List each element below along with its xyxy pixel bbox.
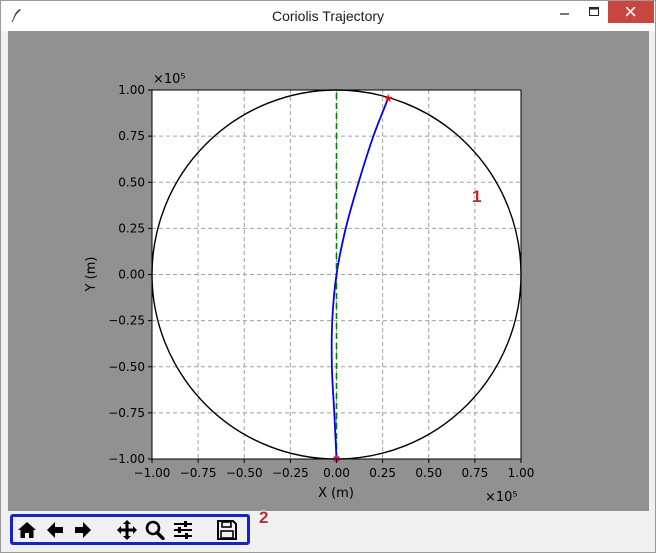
x-tick-label: −0.25 (272, 466, 309, 480)
magnifier-icon (145, 520, 165, 540)
close-button[interactable] (608, 1, 654, 23)
x-tick-label: 0.00 (323, 466, 350, 480)
y-tick-label: −0.50 (108, 360, 145, 374)
y-axis-ticks: −1.00 −0.75 −0.50 −0.25 0.00 0.25 0.50 0.75 1.00 (108, 83, 152, 466)
back-button[interactable] (42, 519, 68, 541)
y-tick-label: 1.00 (118, 83, 145, 97)
toolbar-area: 2 (8, 508, 649, 549)
arrow-right-icon (75, 522, 91, 538)
trajectory-chart[interactable]: −1.00 −0.75 −0.50 −0.25 0.00 0.25 0.50 0.75 1.00… (8, 31, 649, 511)
move-icon (117, 520, 137, 540)
save-button[interactable] (214, 519, 240, 541)
y-offset-text: ×10⁵ (153, 72, 186, 87)
y-tick-label: −1.00 (108, 452, 145, 466)
maximize-button[interactable] (579, 1, 609, 23)
zoom-button[interactable] (142, 519, 168, 541)
y-tick-label: 0.75 (118, 129, 145, 143)
y-tick-label: −0.75 (108, 406, 145, 420)
end-point (383, 93, 393, 102)
y-tick-label: 0.00 (118, 268, 145, 282)
navigation-toolbar (10, 514, 250, 545)
home-icon (18, 522, 36, 538)
configure-subplots-button[interactable] (170, 519, 196, 541)
x-tick-label: −0.50 (226, 466, 263, 480)
title-bar: Coriolis Trajectory (1, 1, 655, 31)
y-axis-label: Y (m) (84, 257, 99, 293)
sliders-icon (174, 521, 192, 539)
figure-canvas[interactable]: −1.00 −0.75 −0.50 −0.25 0.00 0.25 0.50 0.75 1.00… (8, 31, 649, 511)
floppy-disk-icon (217, 520, 237, 540)
home-button[interactable] (14, 519, 40, 541)
x-offset-text: ×10⁵ (485, 490, 518, 505)
feather-icon (11, 9, 21, 23)
minimize-icon (560, 13, 569, 15)
trajectory-line (330, 97, 389, 460)
x-axis-label: X (m) (318, 486, 354, 501)
x-tick-label: −0.75 (180, 466, 217, 480)
x-tick-label: −1.00 (134, 466, 171, 480)
callout-2: 2 (259, 508, 269, 527)
x-tick-label: 0.25 (369, 466, 396, 480)
x-tick-label: 0.50 (415, 466, 442, 480)
y-tick-label: 0.25 (118, 221, 145, 235)
close-icon (626, 7, 636, 17)
window-title: Coriolis Trajectory (271, 8, 385, 24)
y-tick-label: 0.50 (118, 175, 145, 189)
x-tick-label: 1.00 (508, 466, 535, 480)
minimize-button[interactable] (550, 1, 580, 23)
maximize-icon (588, 7, 599, 16)
y-tick-label: −0.25 (108, 314, 145, 328)
forward-button[interactable] (70, 519, 96, 541)
x-tick-label: 0.75 (462, 466, 489, 480)
pan-button[interactable] (114, 519, 140, 541)
callout-1: 1 (472, 187, 482, 206)
x-axis-ticks: −1.00 −0.75 −0.50 −0.25 0.00 0.25 0.50 0.75 1.00 (134, 459, 535, 480)
arrow-left-icon (47, 522, 63, 538)
